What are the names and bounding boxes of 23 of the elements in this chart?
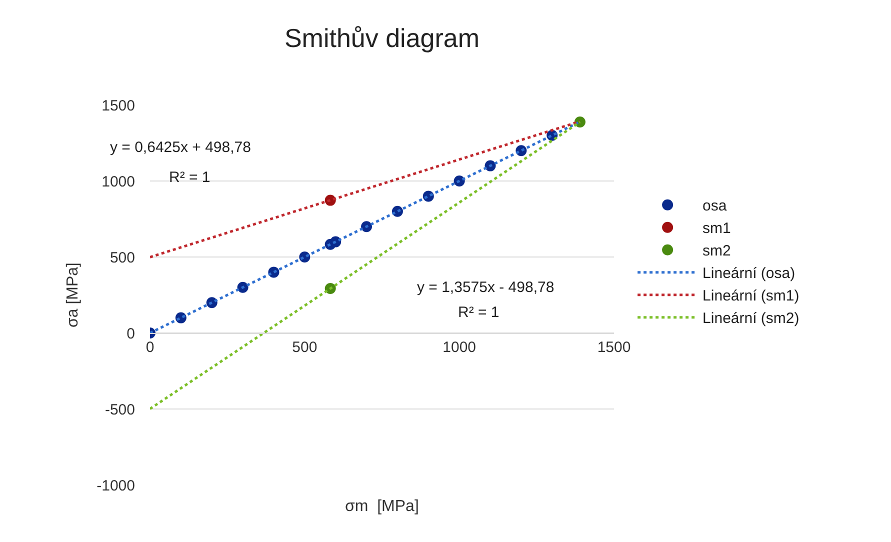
x-tick-label: 500 <box>292 339 318 356</box>
y-tick-label: 500 <box>110 249 135 266</box>
legend-label: Lineární (sm2) <box>702 310 800 328</box>
annotation: y = 0,6425x + 498,78 <box>110 139 251 156</box>
y-tick-label: -500 <box>104 401 135 418</box>
chart-title: Smithův diagram <box>284 23 480 54</box>
y-tick-label: 1000 <box>102 173 135 190</box>
y-axis-title: σa [MPa] <box>64 262 82 328</box>
x-tick-label: 1000 <box>442 339 476 356</box>
legend-label: osa <box>702 198 728 215</box>
x-tick-label: 0 <box>146 339 154 356</box>
legend-label: sm1 <box>702 220 731 238</box>
legend-label: Lineární (sm1) <box>702 288 800 305</box>
y-tick-label: 0 <box>126 325 135 342</box>
x-tick-label: 1500 <box>597 339 631 356</box>
annotation: y = 1,3575x - 498,78 <box>417 279 554 296</box>
legend-label: Lineární (osa) <box>702 265 796 282</box>
legend-label: sm2 <box>702 242 731 260</box>
x-axis-title: σm [MPa] <box>345 498 419 515</box>
annotation: R² = 1 <box>169 169 210 186</box>
y-tick-label: -1000 <box>96 477 135 494</box>
annotation: R² = 1 <box>458 304 500 321</box>
y-tick-label: 1500 <box>102 97 135 114</box>
